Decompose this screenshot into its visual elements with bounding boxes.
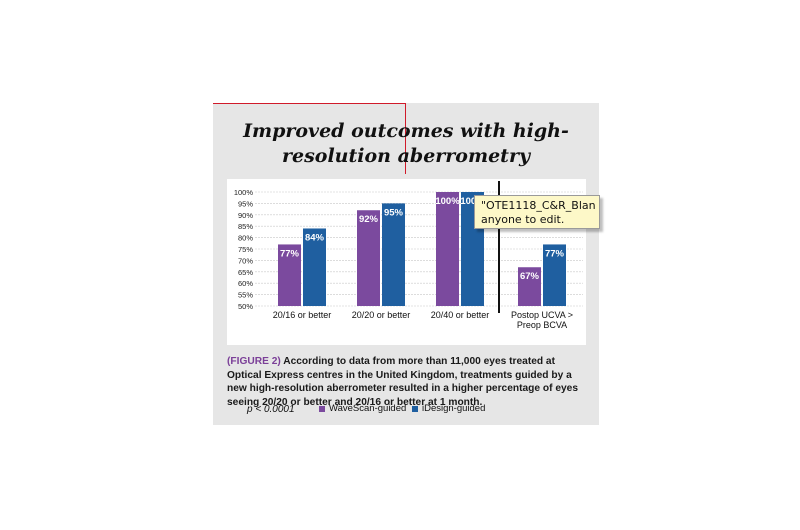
x-category-label: Preop BCVA — [517, 320, 567, 330]
bar-value-label: 84% — [305, 232, 325, 243]
bar-wavescan — [357, 210, 380, 306]
bar-value-label: 100% — [460, 196, 485, 207]
bar-idesign — [382, 203, 405, 306]
chart-title: Improved outcomes with high-resolution a… — [243, 120, 569, 167]
tooltip-line-1: "OTE1118_C&R_Blan — [481, 199, 596, 212]
x-category-label: 20/20 or better — [352, 310, 411, 320]
caption-tag: (FIGURE 2) — [227, 356, 281, 367]
y-tick-label: 90% — [238, 211, 253, 220]
y-tick-label: 85% — [238, 222, 253, 231]
y-tick-label: 70% — [238, 256, 253, 265]
legend-swatch-idesign — [412, 405, 418, 412]
legend-item-idesign: iDesign-guided — [412, 403, 485, 414]
y-tick-label: 60% — [238, 279, 253, 288]
y-tick-label: 95% — [238, 199, 253, 208]
x-category-label: 20/40 or better — [431, 310, 490, 320]
legend-item-wavescan: WaveScan-guided — [319, 403, 406, 414]
title-frame — [213, 103, 406, 174]
bar-value-label: 100% — [435, 196, 460, 207]
bar-value-label: 95% — [384, 207, 404, 218]
p-value-label: p < 0.0001 — [247, 404, 295, 415]
bar-value-label: 67% — [520, 271, 540, 282]
legend-swatch-wavescan — [319, 405, 325, 412]
comment-tooltip: "OTE1118_C&R_Blan anyone to edit. — [474, 195, 600, 229]
y-tick-label: 50% — [238, 302, 253, 311]
caption-text: According to data from more than 11,000 … — [227, 356, 578, 408]
bar-wavescan — [518, 267, 541, 306]
legend-label-wavescan: WaveScan-guided — [329, 403, 407, 414]
x-category-label: 20/16 or better — [273, 310, 332, 320]
legend-label-idesign: iDesign-guided — [422, 403, 486, 414]
plot-area: 50% 55% 60% 65% 70% 75% 80% 85% 90% 95% 100% 77% 84%… — [227, 179, 586, 415]
figure-panel: Improved outcomes with high-resolution a… — [213, 103, 599, 425]
bar-idesign — [543, 244, 566, 306]
tooltip-line-2: anyone to edit. — [481, 213, 565, 226]
figure-caption: (FIGURE 2) According to data from more t… — [227, 355, 591, 409]
y-tick-label: 65% — [238, 268, 253, 277]
y-tick-label: 75% — [238, 245, 253, 254]
bar-idesign — [303, 228, 326, 306]
bar-wavescan — [278, 244, 301, 306]
bar-value-label: 77% — [280, 248, 300, 259]
y-tick-label: 100% — [234, 188, 254, 197]
bar-wavescan — [436, 192, 459, 306]
y-tick-label: 80% — [238, 234, 253, 243]
y-tick-label: 55% — [238, 291, 253, 300]
bar-value-label: 77% — [545, 248, 565, 259]
bar-value-label: 92% — [359, 214, 379, 225]
x-category-label: Postop UCVA > — [511, 310, 573, 320]
